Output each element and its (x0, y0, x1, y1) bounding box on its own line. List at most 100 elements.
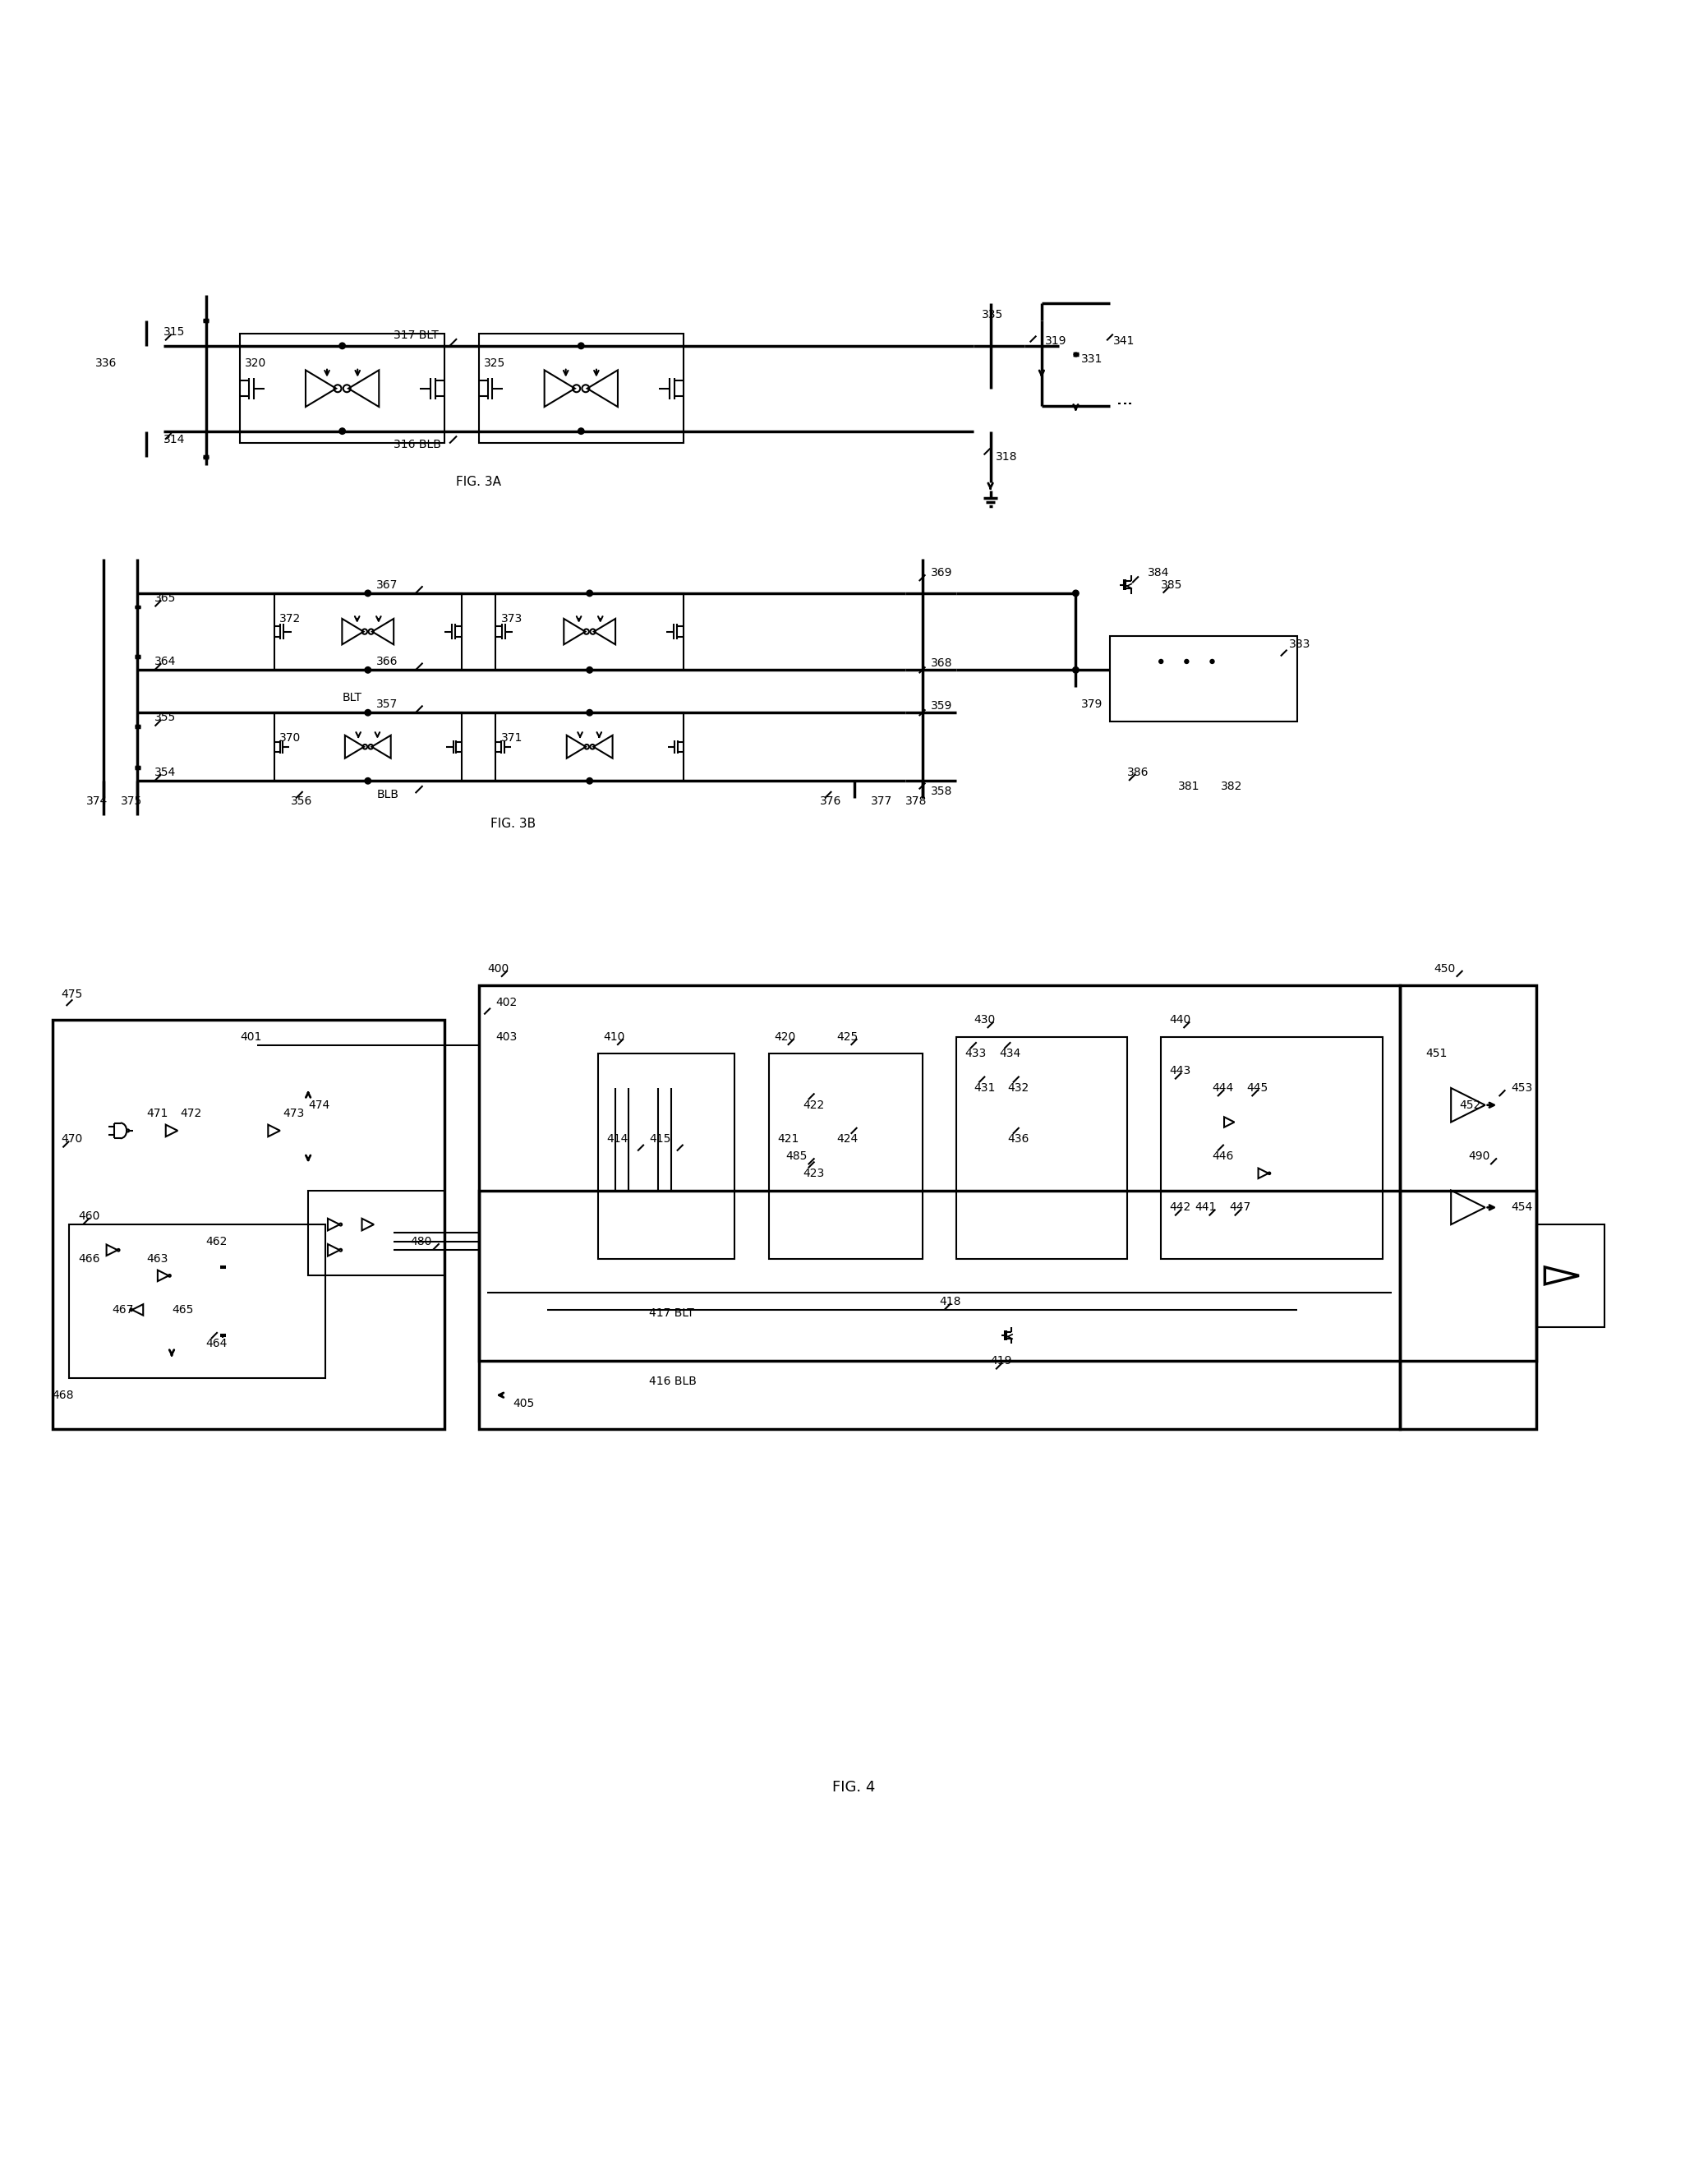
Text: 442: 442 (1170, 1201, 1190, 1214)
Text: 383: 383 (1290, 638, 1310, 651)
Text: 424: 424 (837, 1134, 859, 1145)
Text: 368: 368 (931, 657, 953, 668)
Text: 480: 480 (410, 1236, 432, 1247)
Bar (53, 1021, 444, 1430)
Text: 415: 415 (649, 1134, 671, 1145)
Text: 465: 465 (173, 1303, 193, 1316)
Bar (478, 333, 683, 444)
Circle shape (1073, 666, 1079, 672)
Text: 453: 453 (1510, 1081, 1532, 1095)
Text: 405: 405 (512, 1397, 535, 1410)
Text: 356: 356 (290, 796, 313, 807)
Text: 434: 434 (999, 1049, 1021, 1060)
Text: 376: 376 (820, 796, 842, 807)
Circle shape (1160, 659, 1163, 664)
Text: 377: 377 (871, 796, 893, 807)
Text: 359: 359 (931, 701, 953, 712)
Text: 382: 382 (1221, 781, 1242, 792)
Circle shape (586, 666, 593, 672)
Text: 369: 369 (931, 568, 953, 579)
Text: 473: 473 (282, 1108, 304, 1118)
Text: 470: 470 (61, 1134, 82, 1145)
Text: 365: 365 (155, 592, 176, 605)
Text: 447: 447 (1230, 1201, 1250, 1214)
Text: 370: 370 (278, 733, 301, 744)
Text: 381: 381 (1179, 781, 1199, 792)
Text: 372: 372 (278, 614, 301, 625)
Circle shape (577, 344, 584, 348)
Text: 425: 425 (837, 1031, 859, 1042)
Text: 336: 336 (96, 357, 116, 368)
Text: 441: 441 (1196, 1201, 1216, 1214)
Text: 445: 445 (1247, 1081, 1267, 1095)
Bar (70, 1225, 325, 1377)
Text: 386: 386 (1127, 766, 1149, 779)
Text: 490: 490 (1469, 1151, 1489, 1162)
Text: 440: 440 (1170, 1014, 1190, 1025)
Circle shape (340, 429, 345, 435)
Text: 419: 419 (991, 1356, 1013, 1367)
Text: FIG. 3A: FIG. 3A (456, 477, 502, 487)
Text: 367: 367 (376, 579, 398, 590)
Text: 373: 373 (500, 614, 523, 625)
Text: BLT: BLT (342, 692, 362, 703)
Bar (1161, 1036, 1383, 1258)
Text: 410: 410 (603, 1031, 625, 1042)
Text: 378: 378 (905, 796, 927, 807)
Text: 366: 366 (376, 655, 398, 668)
Text: 375: 375 (121, 796, 142, 807)
Text: 325: 325 (483, 357, 506, 368)
Text: 421: 421 (777, 1134, 799, 1145)
Text: 371: 371 (500, 733, 523, 744)
Text: 314: 314 (164, 433, 184, 446)
Bar (1535, 1225, 1604, 1327)
Text: 475: 475 (61, 988, 82, 1001)
Text: 357: 357 (376, 698, 398, 709)
Text: 319: 319 (1045, 335, 1068, 346)
Circle shape (1211, 659, 1214, 664)
Text: 446: 446 (1213, 1151, 1233, 1162)
Text: 463: 463 (147, 1253, 167, 1264)
Text: FIG. 4: FIG. 4 (832, 1780, 876, 1795)
Text: 417 BLT: 417 BLT (649, 1308, 693, 1319)
Bar (478, 1190, 1535, 1360)
Text: FIG. 3B: FIG. 3B (490, 818, 536, 829)
Text: 384: 384 (1148, 568, 1168, 579)
Text: 320: 320 (244, 357, 266, 368)
Circle shape (340, 344, 345, 348)
Bar (1401, 986, 1535, 1430)
Text: 401: 401 (239, 1031, 261, 1042)
Bar (273, 714, 461, 781)
Text: 416 BLB: 416 BLB (649, 1375, 697, 1388)
Text: 420: 420 (774, 1031, 796, 1042)
Text: 467: 467 (113, 1303, 133, 1316)
Text: 471: 471 (147, 1108, 167, 1118)
Text: 315: 315 (164, 326, 184, 337)
Text: 454: 454 (1510, 1201, 1532, 1214)
Circle shape (366, 777, 371, 783)
Text: 462: 462 (207, 1236, 227, 1247)
Text: 431: 431 (974, 1081, 996, 1095)
Text: 403: 403 (495, 1031, 518, 1042)
Text: 379: 379 (1081, 698, 1103, 709)
Text: 318: 318 (996, 450, 1018, 463)
Text: 364: 364 (155, 655, 176, 668)
Circle shape (1185, 659, 1189, 664)
Text: 472: 472 (181, 1108, 202, 1118)
Text: 485: 485 (786, 1151, 808, 1162)
Text: 400: 400 (487, 962, 509, 975)
Text: 432: 432 (1008, 1081, 1030, 1095)
Text: 374: 374 (87, 796, 108, 807)
Text: 385: 385 (1161, 579, 1182, 590)
Text: 466: 466 (79, 1253, 99, 1264)
Bar (1110, 635, 1298, 720)
Circle shape (586, 590, 593, 596)
Bar (598, 1053, 734, 1258)
Text: 355: 355 (155, 712, 176, 722)
Bar (239, 333, 444, 444)
Bar (273, 594, 461, 670)
Text: 423: 423 (803, 1169, 825, 1179)
Text: 354: 354 (155, 766, 176, 779)
Circle shape (1073, 590, 1079, 596)
Text: 444: 444 (1213, 1081, 1233, 1095)
